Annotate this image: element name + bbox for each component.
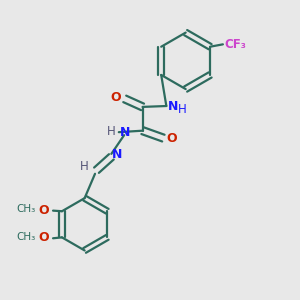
Text: CH₃: CH₃ (16, 204, 35, 214)
Text: O: O (39, 231, 50, 244)
Text: O: O (110, 91, 121, 104)
Text: N: N (112, 148, 123, 161)
Text: N: N (120, 126, 131, 139)
Text: CH₃: CH₃ (16, 232, 35, 242)
Text: O: O (39, 203, 50, 217)
Text: N: N (167, 100, 178, 112)
Text: O: O (166, 132, 177, 145)
Text: H: H (107, 125, 116, 138)
Text: CF₃: CF₃ (224, 38, 246, 51)
Text: H: H (178, 103, 186, 116)
Text: H: H (80, 160, 88, 172)
